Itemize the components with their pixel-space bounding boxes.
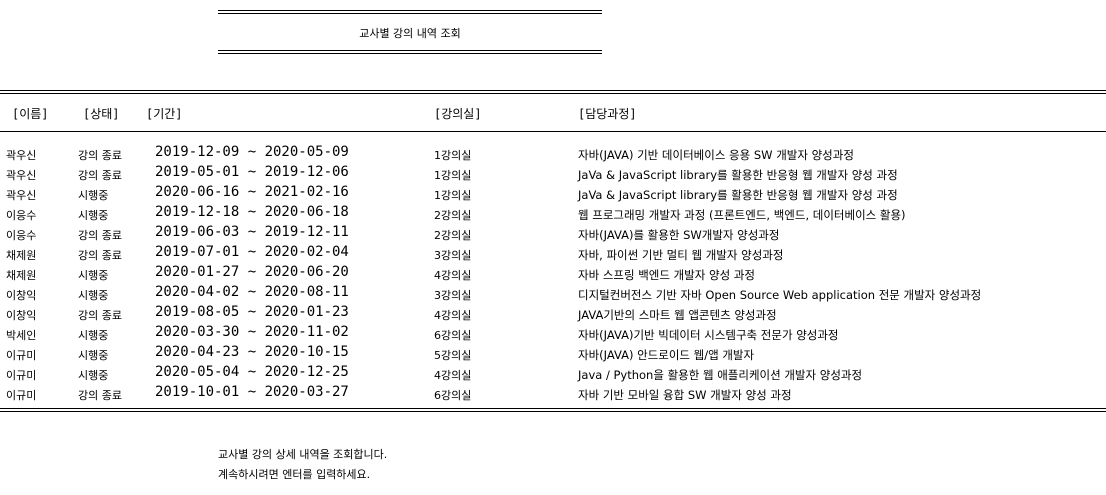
lecture-room: 2강의실 bbox=[434, 229, 472, 242]
lecture-course: Java / Python을 활용한 웹 애플리케이션 개발자 양성과정 bbox=[578, 368, 863, 382]
lecture-status: 강의 종료 bbox=[78, 149, 122, 162]
lecture-period: 2019-07-01 ~ 2020-02-04 bbox=[155, 244, 349, 260]
lecture-room: 1강의실 bbox=[434, 149, 472, 162]
teacher-name: 채제원 bbox=[6, 269, 37, 282]
info-message: 교사별 강의 상세 내역을 조회합니다. bbox=[218, 448, 388, 461]
header-period: [기간] bbox=[146, 107, 183, 121]
lecture-course: JaVa & JavaScript library를 활용한 반응형 웹 개발자… bbox=[578, 168, 898, 182]
lecture-period: 2020-05-04 ~ 2020-12-25 bbox=[155, 364, 349, 380]
lecture-period: 2020-01-27 ~ 2020-06-20 bbox=[155, 264, 349, 280]
teacher-name: 채제원 bbox=[6, 249, 37, 262]
lecture-period: 2019-10-01 ~ 2020-03-27 bbox=[155, 384, 349, 400]
lecture-status: 시행중 bbox=[78, 289, 109, 302]
table-row: 박세인 시행중 2020-03-30 ~ 2020-11-02 6강의실 자바(… bbox=[0, 323, 1106, 343]
continue-prompt: 계속하시려면 엔터를 입력하세요. bbox=[218, 468, 371, 481]
table-row: 이창익 강의 종료 2019-08-05 ~ 2020-01-23 4강의실 J… bbox=[0, 303, 1106, 323]
header-course: [담당과정] bbox=[578, 107, 637, 121]
lecture-period: 2019-08-05 ~ 2020-01-23 bbox=[155, 304, 349, 320]
lecture-room: 4강의실 bbox=[434, 309, 472, 322]
lecture-room: 3강의실 bbox=[434, 289, 472, 302]
lecture-course: 자바(JAVA)기반 빅데이터 시스템구축 전문가 양성과정 bbox=[578, 328, 839, 342]
lecture-course: 자바(JAVA) 기반 데이터베이스 응용 SW 개발자 양성과정 bbox=[578, 148, 854, 162]
teacher-name: 이규미 bbox=[6, 369, 37, 382]
table-row: 이창익 시행중 2020-04-02 ~ 2020-08-11 3강의실 디지털… bbox=[0, 283, 1106, 303]
lecture-period: 2020-06-16 ~ 2021-02-16 bbox=[155, 184, 349, 200]
table-row: 이규미 시행중 2020-04-23 ~ 2020-10-15 5강의실 자바(… bbox=[0, 343, 1106, 363]
teacher-name: 이응수 bbox=[6, 209, 37, 222]
table-row: 채제원 시행중 2020-01-27 ~ 2020-06-20 4강의실 자바 … bbox=[0, 263, 1106, 283]
lecture-period: 2020-03-30 ~ 2020-11-02 bbox=[155, 324, 349, 340]
lecture-period: 2019-05-01 ~ 2019-12-06 bbox=[155, 164, 349, 180]
lecture-course: 자바 기반 모바일 융합 SW 개발자 양성 과정 bbox=[578, 388, 792, 402]
table-row: 이규미 시행중 2020-05-04 ~ 2020-12-25 4강의실 Jav… bbox=[0, 363, 1106, 383]
header-name: [이름] bbox=[12, 107, 49, 121]
lecture-course: 웹 프로그래밍 개발자 과정 (프론트엔드, 백엔드, 데이터베이스 활용) bbox=[578, 208, 906, 222]
lecture-course: 디지털컨버전스 기반 자바 Open Source Web applicatio… bbox=[578, 288, 982, 302]
lecture-course: JaVa & JavaScript library를 활용한 반응형 웹 개발자… bbox=[578, 188, 898, 202]
lecture-status: 시행중 bbox=[78, 189, 109, 202]
title-bottom-double-rule bbox=[218, 50, 602, 54]
lecture-room: 2강의실 bbox=[434, 209, 472, 222]
table-row: 이응수 시행중 2019-12-18 ~ 2020-06-18 2강의실 웹 프… bbox=[0, 203, 1106, 223]
lecture-status: 강의 종료 bbox=[78, 389, 122, 402]
lecture-status: 강의 종료 bbox=[78, 169, 122, 182]
lecture-room: 4강의실 bbox=[434, 269, 472, 282]
teacher-name: 곽우신 bbox=[6, 189, 37, 202]
lecture-room: 3강의실 bbox=[434, 249, 472, 262]
lecture-period: 2019-06-03 ~ 2019-12-11 bbox=[155, 224, 349, 240]
title-box: 교사별 강의 내역 조회 bbox=[218, 10, 602, 54]
teacher-name: 이규미 bbox=[6, 349, 37, 362]
teacher-name: 이규미 bbox=[6, 389, 37, 402]
table-bottom-double-rule bbox=[0, 408, 1106, 412]
lecture-course: 자바(JAVA) 안드로이드 웹/앱 개발자 bbox=[578, 348, 755, 362]
teacher-name: 곽우신 bbox=[6, 149, 37, 162]
lecture-period: 2019-12-18 ~ 2020-06-18 bbox=[155, 204, 349, 220]
table-top-double-rule bbox=[0, 90, 1106, 94]
lecture-period: 2019-12-09 ~ 2020-05-09 bbox=[155, 144, 349, 160]
teacher-name: 박세인 bbox=[6, 329, 37, 342]
table-row: 곽우신 강의 종료 2019-05-01 ~ 2019-12-06 1강의실 J… bbox=[0, 163, 1106, 183]
title-top-double-rule bbox=[218, 10, 602, 14]
header-room: [강의실] bbox=[434, 107, 482, 121]
table-row: 이응수 강의 종료 2019-06-03 ~ 2019-12-11 2강의실 자… bbox=[0, 223, 1106, 243]
lecture-period: 2020-04-23 ~ 2020-10-15 bbox=[155, 344, 349, 360]
header-status: [상태] bbox=[83, 107, 120, 121]
lecture-room: 4강의실 bbox=[434, 369, 472, 382]
lecture-room: 5강의실 bbox=[434, 349, 472, 362]
table-row: 곽우신 시행중 2020-06-16 ~ 2021-02-16 1강의실 JaV… bbox=[0, 183, 1106, 203]
table-row: 이규미 강의 종료 2019-10-01 ~ 2020-03-27 6강의실 자… bbox=[0, 383, 1106, 403]
header-separator bbox=[0, 131, 1106, 132]
lecture-status: 시행중 bbox=[78, 329, 109, 342]
lecture-status: 시행중 bbox=[78, 269, 109, 282]
lecture-room: 6강의실 bbox=[434, 389, 472, 402]
lecture-status: 강의 종료 bbox=[78, 309, 122, 322]
lecture-room: 1강의실 bbox=[434, 189, 472, 202]
lecture-course: 자바 스프링 백엔드 개발자 양성 과정 bbox=[578, 268, 755, 282]
lecture-room: 6강의실 bbox=[434, 329, 472, 342]
lecture-status: 강의 종료 bbox=[78, 229, 122, 242]
table-row: 채제원 강의 종료 2019-07-01 ~ 2020-02-04 3강의실 자… bbox=[0, 243, 1106, 263]
page-title: 교사별 강의 내역 조회 bbox=[359, 27, 461, 40]
lecture-status: 시행중 bbox=[78, 349, 109, 362]
teacher-name: 이창익 bbox=[6, 289, 37, 302]
lecture-course: 자바(JAVA)를 활용한 SW개발자 양성과정 bbox=[578, 228, 780, 242]
lecture-course: 자바, 파이썬 기반 멀티 웹 개발자 양성과정 bbox=[578, 248, 784, 262]
lecture-course: JAVA기반의 스마트 웹 앱콘텐츠 양성과정 bbox=[578, 308, 777, 322]
teacher-name: 곽우신 bbox=[6, 169, 37, 182]
lecture-period: 2020-04-02 ~ 2020-08-11 bbox=[155, 284, 349, 300]
teacher-name: 이응수 bbox=[6, 229, 37, 242]
teacher-name: 이창익 bbox=[6, 309, 37, 322]
lecture-status: 시행중 bbox=[78, 369, 109, 382]
lecture-status: 시행중 bbox=[78, 209, 109, 222]
lecture-status: 강의 종료 bbox=[78, 249, 122, 262]
table-row: 곽우신 강의 종료 2019-12-09 ~ 2020-05-09 1강의실 자… bbox=[0, 143, 1106, 163]
lecture-room: 1강의실 bbox=[434, 169, 472, 182]
